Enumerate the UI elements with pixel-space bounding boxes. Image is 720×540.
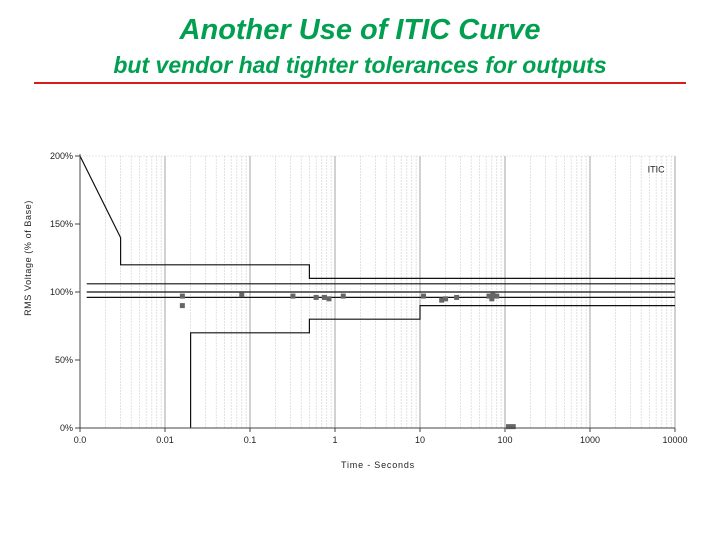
data-point bbox=[510, 424, 516, 430]
data-point bbox=[494, 293, 500, 299]
x-tick-label: 0.0 bbox=[74, 435, 87, 445]
chart-axes: 0% 50% 100% 150% 200% 0.0 0.01 0.1 1 10 100 1000 100… bbox=[50, 151, 688, 445]
x-axis-label: Time - Seconds bbox=[341, 460, 415, 470]
data-point bbox=[321, 294, 327, 300]
data-point bbox=[421, 293, 427, 299]
annotation-itic: ITIC bbox=[648, 164, 665, 174]
x-tick-label: 100 bbox=[497, 435, 512, 445]
data-points bbox=[179, 292, 516, 430]
x-tick-label: 1000 bbox=[580, 435, 600, 445]
data-point bbox=[179, 303, 185, 309]
title-divider bbox=[34, 82, 686, 84]
itic-curve-line bbox=[79, 155, 675, 279]
x-tick-label: 0.01 bbox=[156, 435, 174, 445]
data-point bbox=[454, 294, 460, 300]
y-tick-label: 0% bbox=[60, 423, 73, 433]
x-tick-label: 0.1 bbox=[244, 435, 257, 445]
data-point bbox=[326, 296, 332, 302]
itic-curves bbox=[79, 155, 675, 428]
data-point bbox=[506, 424, 512, 430]
data-point bbox=[239, 292, 245, 298]
data-point bbox=[340, 293, 346, 299]
data-point bbox=[179, 293, 185, 299]
data-point bbox=[290, 293, 296, 299]
data-point bbox=[489, 296, 495, 302]
slide-title: Another Use of ITIC Curve bbox=[179, 14, 541, 46]
x-tick-label: 10 bbox=[415, 435, 425, 445]
data-point bbox=[443, 296, 449, 302]
y-axis-label: RMS Voltage (% of Base) bbox=[23, 200, 33, 316]
itic-curve-line bbox=[190, 305, 675, 428]
data-point bbox=[490, 292, 496, 298]
data-point bbox=[439, 297, 445, 303]
y-tick-label: 50% bbox=[55, 355, 73, 365]
x-tick-label: 10000 bbox=[662, 435, 687, 445]
y-tick-label: 100% bbox=[50, 287, 73, 297]
data-point bbox=[313, 294, 319, 300]
x-tick-label: 1 bbox=[332, 435, 337, 445]
y-tick-label: 200% bbox=[50, 151, 73, 161]
data-point bbox=[486, 293, 492, 299]
y-tick-label: 150% bbox=[50, 219, 73, 229]
slide-subtitle: but vendor had tighter tolerances for ou… bbox=[113, 52, 607, 78]
